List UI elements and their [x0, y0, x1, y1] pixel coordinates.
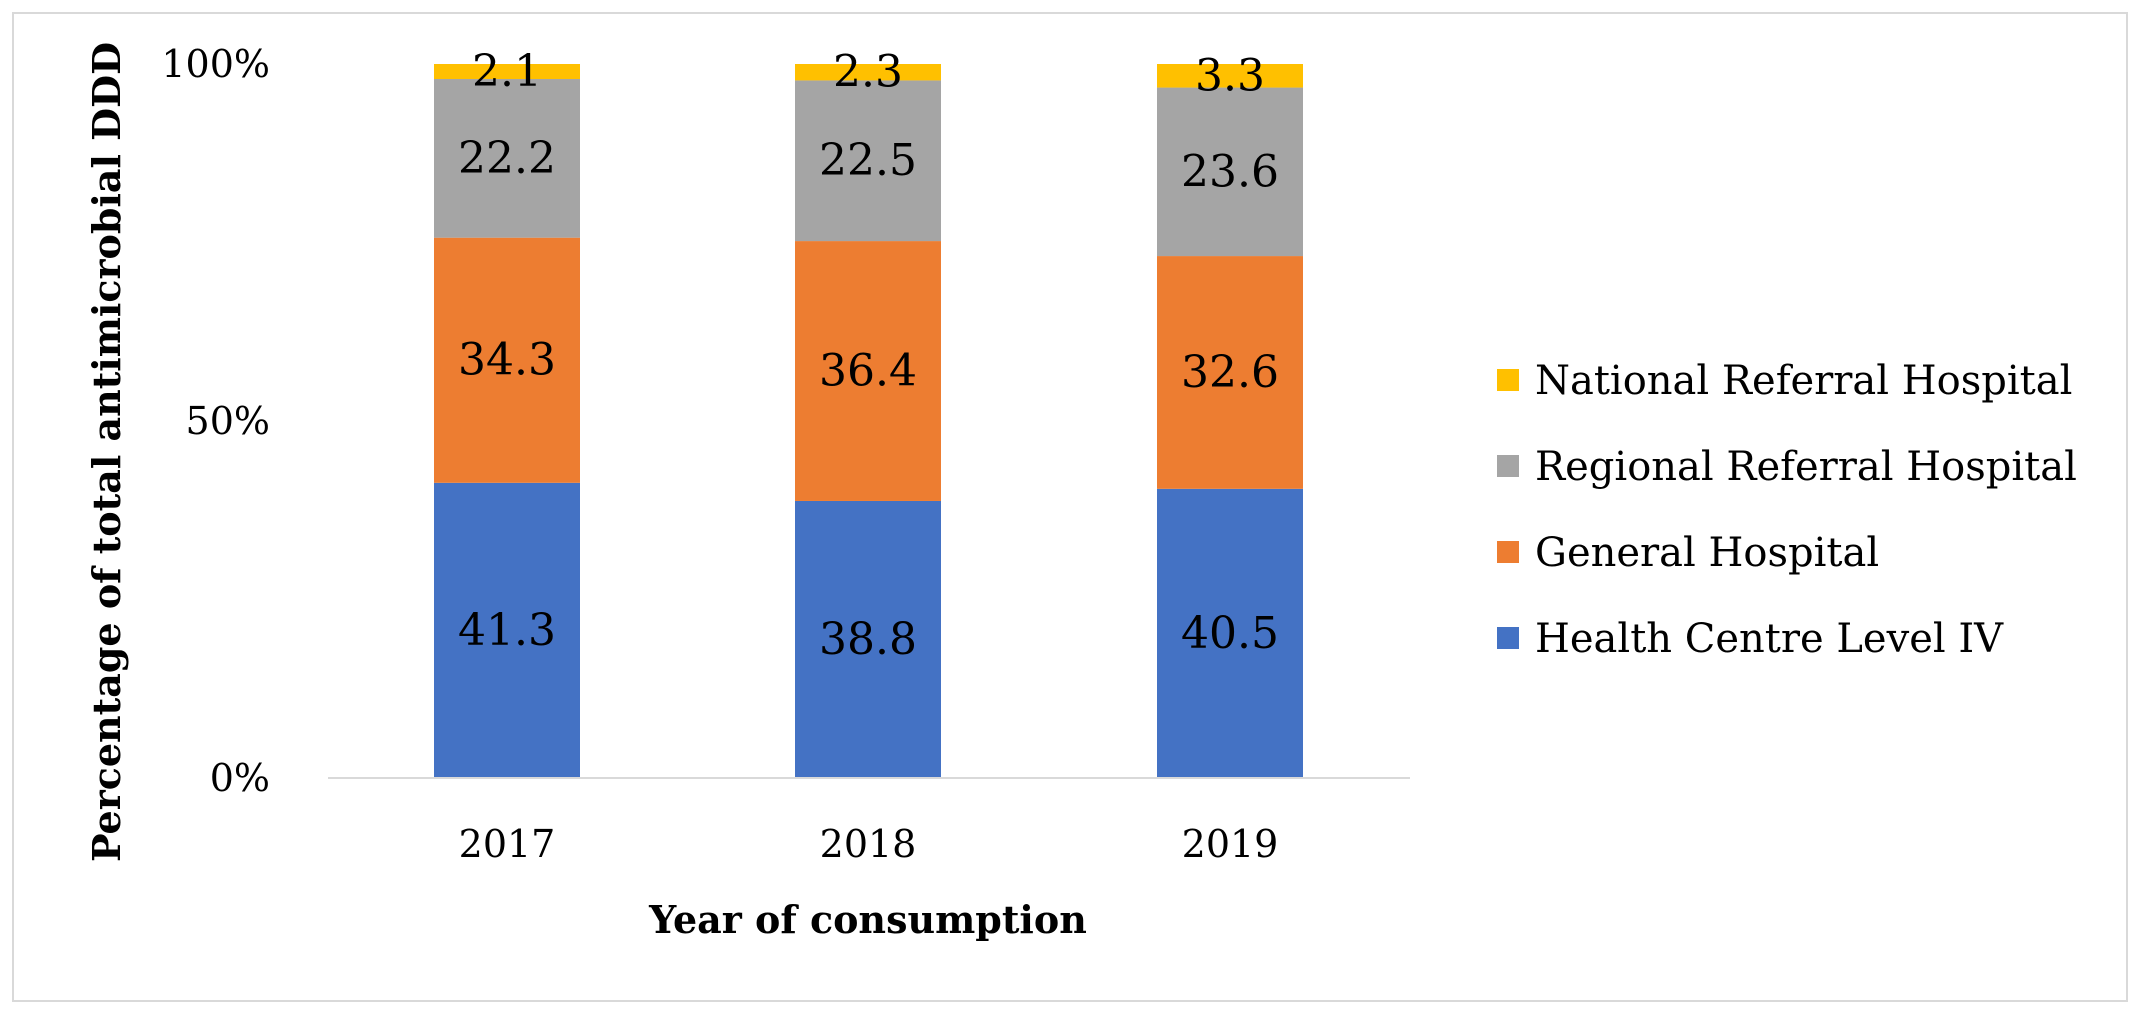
data-label-2017-health-centre-level-iv: 41.3	[458, 605, 556, 656]
legend-item-general-hospital: General Hospital	[1497, 530, 1879, 576]
legend-swatch-health-centre-level-iv	[1497, 627, 1519, 649]
legend: National Referral Hospital Regional Refer…	[1497, 358, 2077, 662]
bar-2019-national-referral-hospital	[1157, 64, 1303, 88]
data-label-2018-general-hospital: 36.4	[819, 346, 917, 397]
data-label-2017-general-hospital: 34.3	[458, 335, 556, 386]
x-tick-label-2017: 2017	[459, 822, 556, 866]
x-axis-title: Year of consumption	[648, 897, 1087, 942]
bar-2018-health-centre-level-iv	[795, 500, 941, 778]
bar-2017-national-referral-hospital	[434, 64, 580, 80]
data-label-2019-national-referral-hospital: 3.3	[1195, 50, 1265, 101]
bar-2019-regional-referral-hospital	[1157, 87, 1303, 257]
y-tick-label-0: 0%	[210, 756, 270, 800]
data-label-2018-national-referral-hospital: 2.3	[833, 47, 903, 98]
legend-item-health-centre-level-iv: Health Centre Level IV	[1497, 616, 2004, 662]
bar-2018-general-hospital	[795, 241, 941, 501]
data-label-2018-regional-referral-hospital: 22.5	[819, 135, 917, 186]
x-tick-labels: 2017 2018 2019	[459, 822, 1279, 866]
chart-frame	[12, 12, 2128, 1002]
x-tick-label-2019: 2019	[1182, 822, 1279, 866]
data-label-2018-health-centre-level-iv: 38.8	[819, 614, 917, 665]
legend-label-regional-referral-hospital: Regional Referral Hospital	[1535, 444, 2077, 490]
legend-swatch-general-hospital	[1497, 541, 1519, 563]
bar-2019-health-centre-level-iv	[1157, 488, 1303, 778]
bars-layer: 41.3 34.3 22.2 2.1 38.8 36.4 22.5 2.3 40.5 32.6 23…	[434, 46, 1303, 778]
legend-swatch-national-referral-hospital	[1497, 369, 1519, 391]
bar-2018-regional-referral-hospital	[795, 80, 941, 242]
bar-2017-health-centre-level-iv	[434, 482, 580, 778]
bar-2017-general-hospital	[434, 237, 580, 483]
legend-item-national-referral-hospital: National Referral Hospital	[1497, 358, 2072, 404]
bar-2019-general-hospital	[1157, 256, 1303, 489]
y-axis-title: Percentage of total antimicrobial DDD	[84, 42, 129, 862]
data-label-2019-regional-referral-hospital: 23.6	[1181, 146, 1279, 197]
y-tick-labels: 0% 50% 100%	[161, 42, 270, 800]
bar-2017-regional-referral-hospital	[434, 79, 580, 238]
bar-2018-national-referral-hospital	[795, 64, 941, 81]
legend-label-general-hospital: General Hospital	[1535, 530, 1879, 576]
data-label-2017-national-referral-hospital: 2.1	[472, 46, 542, 97]
legend-swatch-regional-referral-hospital	[1497, 455, 1519, 477]
legend-label-national-referral-hospital: National Referral Hospital	[1535, 358, 2072, 404]
data-label-2017-regional-referral-hospital: 22.2	[458, 133, 556, 184]
data-label-2019-general-hospital: 32.6	[1181, 347, 1279, 398]
data-label-2019-health-centre-level-iv: 40.5	[1181, 608, 1279, 659]
y-tick-label-100: 100%	[161, 42, 270, 86]
y-tick-label-50: 50%	[186, 399, 270, 443]
legend-label-health-centre-level-iv: Health Centre Level IV	[1535, 616, 2004, 662]
legend-item-regional-referral-hospital: Regional Referral Hospital	[1497, 444, 2077, 490]
x-tick-label-2018: 2018	[820, 822, 917, 866]
